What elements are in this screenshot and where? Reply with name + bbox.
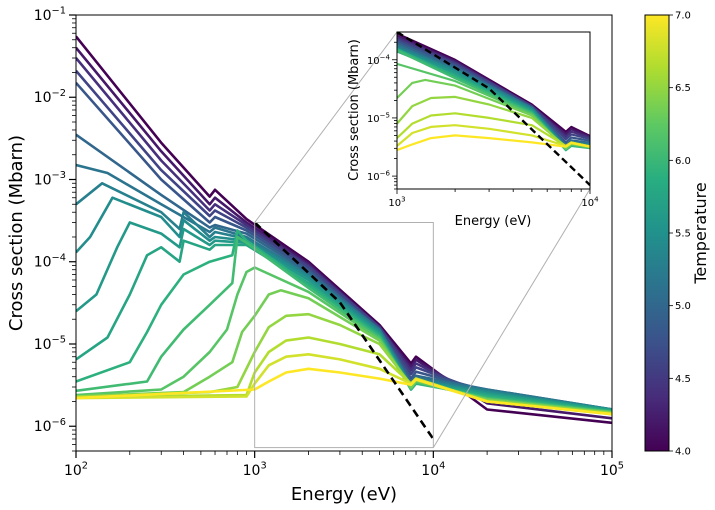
colorbar-tick-label: 6.0 [675, 156, 691, 167]
main-series-group [76, 35, 612, 440]
y-tick-label: 10−3 [34, 170, 66, 188]
y-tick-label: 10−5 [34, 335, 66, 353]
x-tick-label: 105 [600, 461, 624, 479]
zoom-box [254, 222, 434, 449]
colorbar-tick-label: 7.0 [675, 11, 691, 22]
main-xlabel: Energy (eV) [291, 484, 397, 505]
x-tick-label: 102 [64, 461, 88, 479]
inset-series-group [397, 32, 590, 186]
colorbar-tick-label: 5.0 [675, 301, 691, 312]
inset-x-tick-label: 103 [388, 196, 405, 210]
series-line-3 [76, 69, 612, 414]
inset-series-line-18 [397, 134, 590, 152]
inset-xlabel: Energy (eV) [455, 214, 532, 229]
inset-series-line-2 [397, 36, 590, 139]
inset-y-tick-label: 10−6 [367, 170, 391, 184]
y-tick-label: 10−6 [34, 417, 66, 435]
main-frame [75, 14, 613, 452]
zoom-connector-right [432, 188, 591, 448]
inset-ticks: 103 104 10−6 10−5 10−4 [367, 41, 599, 210]
inset-y-tick-label: 10−4 [367, 53, 391, 66]
main-ticks: 102 103 104 105 10−6 10−5 10−4 10−3 10−2 10−1 [34, 6, 624, 479]
inset-x-tick-label: 104 [581, 196, 599, 210]
colorbar-label: Temperature [691, 182, 710, 284]
inset-ylabel: Cross section (Mbarn) [347, 39, 362, 181]
colorbar-ticks: 4.0 4.5 5.0 5.5 6.0 6.5 7.0 [669, 11, 691, 458]
main-ylabel: Cross section (Mbarn) [6, 135, 27, 331]
inset-plot: 103 104 10−6 10−5 10−4 Energy (eV) Cross sec… [347, 31, 599, 229]
colorbar-tick-label: 5.5 [675, 229, 691, 240]
zoom-indicator [254, 31, 591, 449]
colorbar-tick-label: 6.5 [675, 83, 691, 94]
inset-series-line-3 [397, 38, 590, 141]
x-tick-label: 103 [243, 461, 267, 479]
zoom-connector-left [254, 31, 398, 223]
colorbar-tick-label: 4.5 [675, 374, 691, 385]
series-line-4 [76, 81, 612, 412]
inset-reference-dashed-line [397, 32, 590, 186]
inset-y-tick-label: 10−5 [367, 111, 390, 125]
y-tick-label: 10−1 [34, 6, 66, 24]
y-tick-label: 10−4 [34, 252, 66, 270]
inset-frame [396, 31, 591, 190]
inset-series-line-4 [397, 40, 590, 144]
x-tick-label: 104 [421, 461, 445, 479]
colorbar-gradient [644, 14, 670, 452]
series-line-18 [76, 367, 612, 416]
inset-series-line-0 [397, 32, 590, 138]
inset-series-line-1 [397, 34, 590, 138]
reference-dashed-line [253, 221, 435, 440]
colorbar: 4.0 4.5 5.0 5.5 6.0 6.5 7.0 Temperature [644, 11, 710, 458]
colorbar-tick-label: 4.0 [675, 447, 691, 458]
y-tick-label: 10−2 [34, 88, 66, 106]
